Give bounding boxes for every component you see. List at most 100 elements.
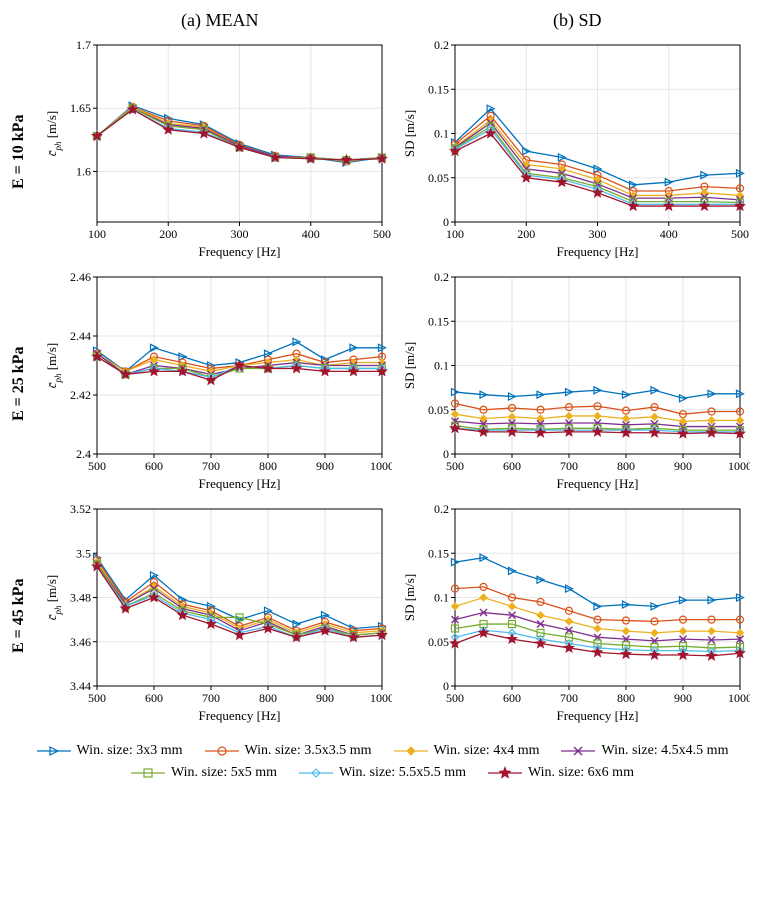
svg-text:200: 200 <box>159 227 177 241</box>
svg-text:0: 0 <box>443 447 449 461</box>
svg-text:Frequency [Hz]: Frequency [Hz] <box>556 476 638 491</box>
svg-text:800: 800 <box>617 691 635 705</box>
svg-text:0.2: 0.2 <box>434 270 449 284</box>
svg-text:0.15: 0.15 <box>428 546 449 560</box>
legend-item-w45: Win. size: 4.5x4.5 mm <box>561 743 728 759</box>
legend-label: Win. size: 4.5x4.5 mm <box>601 743 728 759</box>
svg-text:0.05: 0.05 <box>428 635 449 649</box>
svg-text:800: 800 <box>259 459 277 473</box>
svg-text:900: 900 <box>316 459 334 473</box>
svg-text:600: 600 <box>503 691 521 705</box>
svg-text:400: 400 <box>302 227 320 241</box>
svg-text:3.44: 3.44 <box>70 679 91 693</box>
svg-text:c̄ph [m/s]: c̄ph [m/s] <box>44 111 63 156</box>
svg-text:1.6: 1.6 <box>76 164 91 178</box>
row-title-25: E = 25 kPa <box>10 269 40 499</box>
row-title-10: E = 10 kPa <box>10 37 40 267</box>
svg-text:3.46: 3.46 <box>70 635 91 649</box>
svg-text:0.05: 0.05 <box>428 403 449 417</box>
svg-text:500: 500 <box>446 691 464 705</box>
svg-text:500: 500 <box>731 227 749 241</box>
legend-item-w35: Win. size: 3.5x3.5 mm <box>205 743 372 759</box>
svg-text:900: 900 <box>674 691 692 705</box>
legend-label: Win. size: 5.5x5.5 mm <box>339 765 466 781</box>
legend-label: Win. size: 4x4 mm <box>434 743 540 759</box>
svg-text:c̄ph [m/s]: c̄ph [m/s] <box>44 575 63 620</box>
svg-text:900: 900 <box>316 691 334 705</box>
svg-text:Frequency [Hz]: Frequency [Hz] <box>199 244 281 259</box>
col-title-mean: (a) MEAN <box>42 10 398 35</box>
legend-label: Win. size: 3x3 mm <box>77 743 183 759</box>
svg-text:2.46: 2.46 <box>70 270 91 284</box>
svg-text:0.1: 0.1 <box>434 591 449 605</box>
legend-item-w6: Win. size: 6x6 mm <box>488 765 634 781</box>
svg-text:300: 300 <box>231 227 249 241</box>
plot-r1c2: 100 200 300 400 500 0 0.05 0.1 0.15 0.2 Frequency … <box>400 37 756 267</box>
svg-text:3.5: 3.5 <box>76 546 91 560</box>
plot-r2c2: 500 600 700 800 900 1000 0 0.05 0.1 0.15 0.2 Freque… <box>400 269 756 499</box>
svg-text:Frequency [Hz]: Frequency [Hz] <box>556 708 638 723</box>
svg-text:2.44: 2.44 <box>70 329 91 343</box>
svg-text:0.2: 0.2 <box>434 502 449 516</box>
row-title-45: E = 45 kPa <box>10 501 40 731</box>
svg-text:1.7: 1.7 <box>76 38 91 52</box>
legend-label: Win. size: 6x6 mm <box>528 765 634 781</box>
svg-text:100: 100 <box>88 227 106 241</box>
plot-r3c2: 500 600 700 800 900 1000 0 0.05 0.1 0.15 0.2 Freque… <box>400 501 756 731</box>
svg-text:600: 600 <box>503 459 521 473</box>
legend-item-w4: Win. size: 4x4 mm <box>394 743 540 759</box>
svg-text:1000: 1000 <box>370 459 392 473</box>
svg-text:2.4: 2.4 <box>76 447 91 461</box>
svg-text:700: 700 <box>560 459 578 473</box>
svg-text:0.1: 0.1 <box>434 359 449 373</box>
legend-label: Win. size: 5x5 mm <box>171 765 277 781</box>
plot-r1c1: 100 200 300 400 500 1.6 1.65 1.7 Frequency [Hz] c… <box>42 37 398 267</box>
svg-text:2.42: 2.42 <box>70 388 91 402</box>
svg-text:1000: 1000 <box>728 459 750 473</box>
svg-text:100: 100 <box>446 227 464 241</box>
svg-text:0: 0 <box>443 679 449 693</box>
svg-text:500: 500 <box>88 691 106 705</box>
svg-text:500: 500 <box>446 459 464 473</box>
svg-text:300: 300 <box>588 227 606 241</box>
legend-item-w3: Win. size: 3x3 mm <box>37 743 183 759</box>
svg-text:Frequency [Hz]: Frequency [Hz] <box>199 476 281 491</box>
svg-text:3.52: 3.52 <box>70 502 91 516</box>
svg-text:400: 400 <box>659 227 677 241</box>
svg-text:SD [m/s]: SD [m/s] <box>402 110 417 157</box>
plot-r2c1: 500 600 700 800 900 1000 2.4 2.42 2.44 2.46 Freque… <box>42 269 398 499</box>
svg-text:c̄ph [m/s]: c̄ph [m/s] <box>44 343 63 388</box>
svg-text:1.65: 1.65 <box>70 101 91 115</box>
svg-text:800: 800 <box>617 459 635 473</box>
svg-text:700: 700 <box>202 459 220 473</box>
svg-text:Frequency [Hz]: Frequency [Hz] <box>199 708 281 723</box>
svg-text:0.05: 0.05 <box>428 171 449 185</box>
svg-text:900: 900 <box>674 459 692 473</box>
svg-text:800: 800 <box>259 691 277 705</box>
svg-text:200: 200 <box>517 227 535 241</box>
legend-item-w55: Win. size: 5.5x5.5 mm <box>299 765 466 781</box>
legend: Win. size: 3x3 mm Win. size: 3.5x3.5 mm Wi… <box>10 739 755 785</box>
plot-grid: (a) MEAN (b) SD E = 10 kPa 100 200 300 400 5… <box>10 10 755 731</box>
svg-text:0.15: 0.15 <box>428 82 449 96</box>
svg-text:700: 700 <box>202 691 220 705</box>
legend-item-w5: Win. size: 5x5 mm <box>131 765 277 781</box>
svg-text:600: 600 <box>145 691 163 705</box>
col-title-sd: (b) SD <box>400 10 756 35</box>
svg-text:600: 600 <box>145 459 163 473</box>
legend-label: Win. size: 3.5x3.5 mm <box>245 743 372 759</box>
plot-r3c1: 500 600 700 800 900 1000 3.44 3.46 3.48 3.5 3.52 Fr… <box>42 501 398 731</box>
svg-text:1000: 1000 <box>728 691 750 705</box>
svg-text:0: 0 <box>443 215 449 229</box>
svg-text:700: 700 <box>560 691 578 705</box>
svg-text:SD [m/s]: SD [m/s] <box>402 342 417 389</box>
svg-text:0.1: 0.1 <box>434 127 449 141</box>
svg-text:3.48: 3.48 <box>70 591 91 605</box>
svg-text:SD [m/s]: SD [m/s] <box>402 574 417 621</box>
svg-text:0.15: 0.15 <box>428 314 449 328</box>
svg-text:500: 500 <box>373 227 391 241</box>
svg-text:0.2: 0.2 <box>434 38 449 52</box>
svg-text:500: 500 <box>88 459 106 473</box>
svg-text:Frequency [Hz]: Frequency [Hz] <box>556 244 638 259</box>
svg-text:1000: 1000 <box>370 691 392 705</box>
